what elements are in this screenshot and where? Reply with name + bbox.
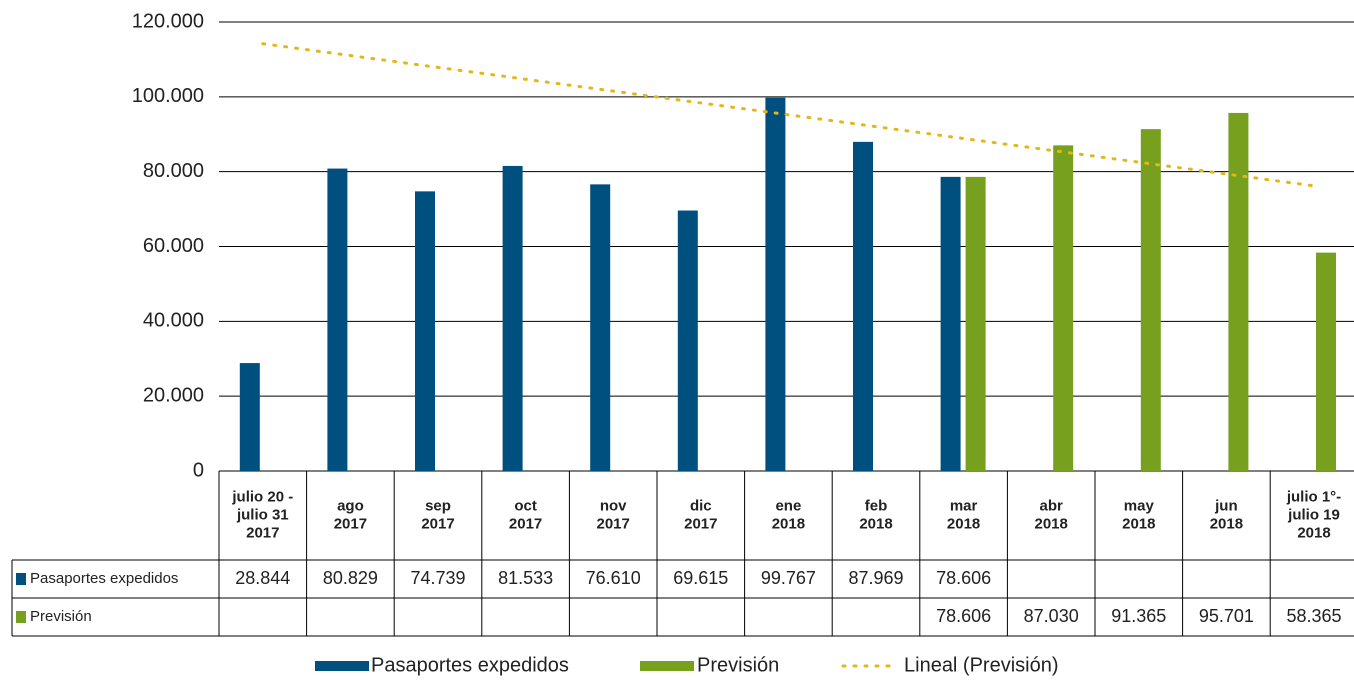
- x-tick-label: may: [1124, 497, 1155, 514]
- bar: [1053, 145, 1074, 472]
- y-tick-label: 120.000: [132, 10, 204, 32]
- data-label: 76.610: [586, 568, 641, 588]
- data-label: 78.606: [936, 568, 991, 588]
- bar: [940, 176, 961, 471]
- x-tick-label: 2017: [597, 515, 630, 532]
- data-label: 78.606: [936, 606, 991, 626]
- bar: [1228, 112, 1249, 471]
- legend-label: Pasaportes expedidos: [371, 654, 569, 676]
- x-tick-label: sep: [425, 497, 451, 514]
- y-tick-label: 100.000: [132, 85, 204, 107]
- data-label: 87.030: [1024, 606, 1079, 626]
- data-label: 58.365: [1286, 606, 1341, 626]
- bar: [415, 191, 435, 472]
- legend-label: Previsión: [697, 654, 779, 676]
- bar: [239, 363, 260, 471]
- data-label: 81.533: [498, 568, 553, 588]
- data-label: 80.829: [323, 568, 378, 588]
- x-tick-label: mar: [950, 497, 978, 514]
- x-tick-label: julio 31: [236, 506, 289, 523]
- x-tick-label: julio 1°-: [1286, 488, 1341, 505]
- bar: [327, 168, 348, 471]
- y-tick-label: 60.000: [143, 235, 204, 257]
- data-label: 95.701: [1199, 606, 1254, 626]
- legend-key: [315, 661, 369, 671]
- x-tick-label: feb: [865, 497, 888, 514]
- table-row-label: Previsión: [30, 608, 92, 625]
- data-label: 74.739: [410, 568, 465, 588]
- bar: [677, 210, 698, 472]
- bar: [853, 141, 873, 472]
- x-tick-label: abr: [1040, 497, 1064, 514]
- data-label: 69.615: [673, 568, 728, 588]
- bar: [1316, 252, 1336, 471]
- x-tick-label: 2017: [509, 515, 542, 532]
- x-tick-label: ago: [337, 497, 364, 514]
- data-label: 99.767: [761, 568, 816, 588]
- data-label: 91.365: [1111, 606, 1166, 626]
- x-tick-label: ene: [775, 497, 801, 514]
- x-tick-label: 2017: [421, 515, 454, 532]
- bar: [1140, 129, 1161, 471]
- bar: [965, 176, 986, 471]
- bar: [502, 165, 523, 471]
- x-tick-label: 2018: [772, 515, 805, 532]
- x-tick-label: 2017: [334, 515, 367, 532]
- table-legend-key: [16, 573, 26, 585]
- y-tick-label: 20.000: [143, 384, 204, 406]
- table-row-label: Pasaportes expedidos: [30, 570, 178, 587]
- legend-label: Lineal (Previsión): [904, 654, 1059, 676]
- x-tick-label: nov: [600, 497, 627, 514]
- x-tick-label: dic: [690, 497, 712, 514]
- x-tick-label: jun: [1214, 497, 1238, 514]
- x-tick-label: 2018: [1210, 515, 1243, 532]
- trendline: [261, 42, 1316, 188]
- x-tick-label: 2018: [1035, 515, 1068, 532]
- x-tick-label: 2018: [1122, 515, 1155, 532]
- x-tick-label: oct: [514, 497, 537, 514]
- x-tick-label: 2018: [859, 515, 892, 532]
- x-tick-label: 2018: [947, 515, 980, 532]
- x-tick-label: 2018: [1297, 524, 1330, 541]
- table-legend-key: [16, 611, 26, 623]
- x-tick-label: 2017: [684, 515, 717, 532]
- data-label: 87.969: [848, 568, 903, 588]
- y-tick-label: 80.000: [143, 160, 204, 182]
- x-tick-label: julio 19: [1287, 506, 1340, 523]
- bar: [765, 97, 786, 471]
- x-tick-label: julio 20 -: [231, 488, 293, 505]
- y-tick-label: 0: [193, 459, 204, 481]
- data-label: 28.844: [235, 568, 290, 588]
- bar: [590, 184, 611, 471]
- legend-key: [640, 661, 694, 671]
- x-tick-label: 2017: [246, 524, 279, 541]
- y-tick-label: 40.000: [143, 310, 204, 332]
